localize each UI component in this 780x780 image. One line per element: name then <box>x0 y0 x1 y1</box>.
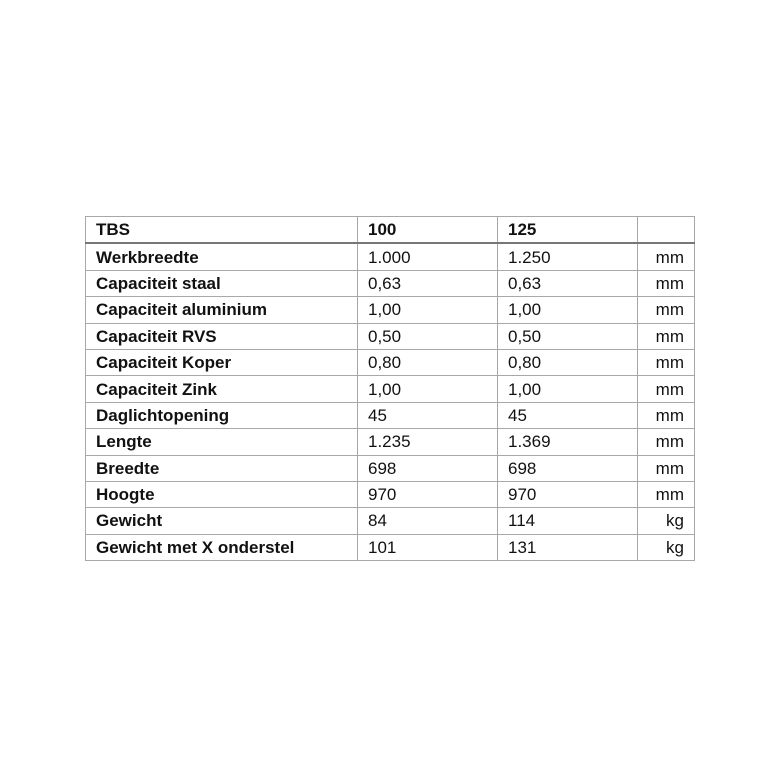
value-100: 1,00 <box>357 296 498 324</box>
spec-table-body: TBS 100 125 Werkbreedte 1.000 1.250 mm Capac… <box>85 216 695 562</box>
unit: kg <box>637 507 695 535</box>
table-row: Lengte 1.235 1.369 mm <box>85 428 695 456</box>
header-cell-unit <box>637 216 695 245</box>
row-label: Capaciteit staal <box>85 269 358 298</box>
table-row: Gewicht met X onderstel 101 131 kg <box>85 533 695 562</box>
table-row: Capaciteit Koper 0,80 0,80 mm <box>85 348 695 377</box>
unit: mm <box>637 322 695 350</box>
row-label: Werkbreedte <box>85 242 358 271</box>
unit: mm <box>637 269 695 298</box>
table-row: Capaciteit Zink 1,00 1,00 mm <box>85 375 695 403</box>
row-label: Gewicht <box>85 507 358 535</box>
table-row: Werkbreedte 1.000 1.250 mm <box>85 242 695 271</box>
row-label: Gewicht met X onderstel <box>85 533 358 562</box>
value-125: 131 <box>497 533 638 562</box>
unit: mm <box>637 428 695 456</box>
row-label: Breedte <box>85 454 358 482</box>
unit: kg <box>637 533 695 562</box>
value-100: 970 <box>357 480 498 509</box>
row-label: Capaciteit RVS <box>85 322 358 350</box>
header-row: TBS 100 125 <box>85 216 695 245</box>
value-100: 45 <box>357 401 498 430</box>
spec-table: TBS 100 125 Werkbreedte 1.000 1.250 mm Capac… <box>85 216 695 562</box>
row-label: Capaciteit aluminium <box>85 296 358 324</box>
row-label: Hoogte <box>85 480 358 509</box>
header-cell-100: 100 <box>357 216 498 245</box>
unit: mm <box>637 375 695 403</box>
table-row: Gewicht 84 114 kg <box>85 507 695 535</box>
table-row: Capaciteit RVS 0,50 0,50 mm <box>85 322 695 350</box>
value-100: 1,00 <box>357 375 498 403</box>
value-125: 1.250 <box>497 242 638 271</box>
value-100: 84 <box>357 507 498 535</box>
row-label: Lengte <box>85 428 358 456</box>
table-row: Daglichtopening 45 45 mm <box>85 401 695 430</box>
header-cell-125: 125 <box>497 216 638 245</box>
value-100: 1.235 <box>357 428 498 456</box>
table-row: Capaciteit aluminium 1,00 1,00 mm <box>85 296 695 324</box>
unit: mm <box>637 296 695 324</box>
unit: mm <box>637 480 695 509</box>
value-125: 1,00 <box>497 375 638 403</box>
value-100: 0,80 <box>357 348 498 377</box>
table-row: Breedte 698 698 mm <box>85 454 695 482</box>
table-row: Hoogte 970 970 mm <box>85 480 695 509</box>
value-125: 0,50 <box>497 322 638 350</box>
value-125: 970 <box>497 480 638 509</box>
value-100: 0,63 <box>357 269 498 298</box>
row-label: Daglichtopening <box>85 401 358 430</box>
unit: mm <box>637 401 695 430</box>
row-label: Capaciteit Koper <box>85 348 358 377</box>
value-125: 1,00 <box>497 296 638 324</box>
value-100: 0,50 <box>357 322 498 350</box>
value-125: 114 <box>497 507 638 535</box>
unit: mm <box>637 242 695 271</box>
header-cell-model: TBS <box>85 216 358 245</box>
unit: mm <box>637 348 695 377</box>
value-100: 101 <box>357 533 498 562</box>
value-100: 698 <box>357 454 498 482</box>
table-row: Capaciteit staal 0,63 0,63 mm <box>85 269 695 298</box>
value-125: 45 <box>497 401 638 430</box>
value-125: 698 <box>497 454 638 482</box>
value-125: 1.369 <box>497 428 638 456</box>
value-125: 0,80 <box>497 348 638 377</box>
row-label: Capaciteit Zink <box>85 375 358 403</box>
value-125: 0,63 <box>497 269 638 298</box>
unit: mm <box>637 454 695 482</box>
value-100: 1.000 <box>357 242 498 271</box>
